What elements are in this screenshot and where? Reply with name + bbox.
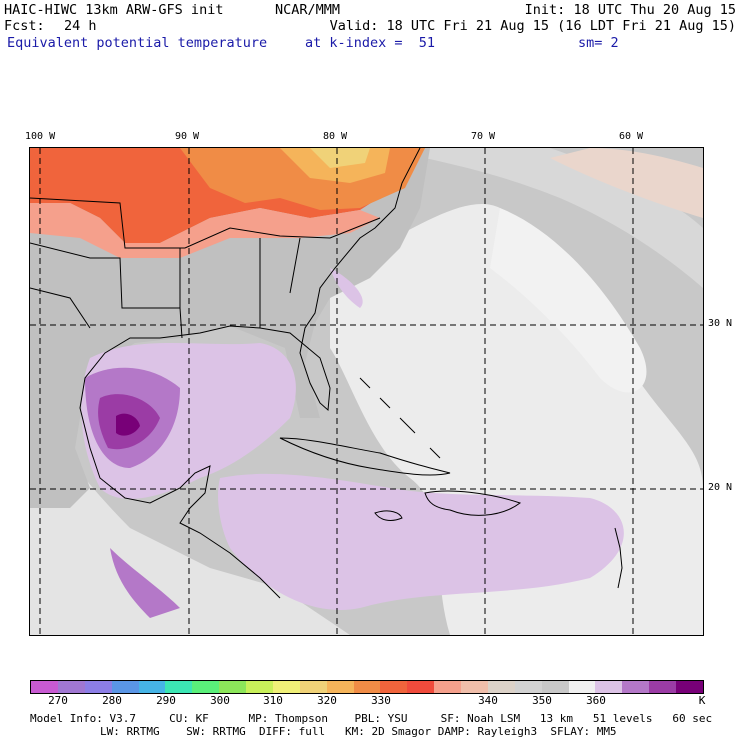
scale-label-320: 320 [317,694,337,707]
color-swatch [138,681,166,693]
color-swatch [380,681,408,693]
color-swatch [568,681,596,693]
lon-label-90w: 90 W [175,131,200,142]
init-time: Init: 18 UTC Thu 20 Aug 15 [524,2,736,18]
map-panel [29,147,704,636]
color-swatch [111,681,139,693]
scale-label-290: 290 [156,694,176,707]
color-swatch [434,681,461,693]
forecast-hour: 24 h [64,18,97,34]
color-swatch [57,681,85,693]
color-swatch [487,681,515,693]
smoothing-label: sm= 2 [578,35,619,51]
color-swatch [219,681,246,693]
color-swatch [541,681,569,693]
valid-time: Valid: 18 UTC Fri 21 Aug 15 (16 LDT Fri … [329,18,736,34]
theta-e-field [30,148,703,635]
color-swatch [299,681,327,693]
scale-label-360: 360 [586,694,606,707]
scale-unit-label: K [698,694,706,707]
lat-label-20n: 20 N [708,482,733,493]
org-label: NCAR/MMM [275,2,341,18]
level-label: at k-index = 51 [305,35,436,51]
lat-label-30n: 30 N [708,318,733,329]
field-name: Equivalent potential temperature [7,35,268,51]
scale-label-280: 280 [102,694,122,707]
color-swatch [192,681,220,693]
scale-label-310: 310 [263,694,283,707]
lon-label-70w: 70 W [471,131,496,142]
color-scale-bar [30,680,704,694]
color-swatch [246,681,273,693]
color-swatch [407,681,435,693]
color-swatch [272,681,300,693]
lon-label-100w: 100 W [25,131,56,142]
color-swatch [31,681,58,693]
color-swatch [676,681,703,693]
scale-label-300: 300 [210,694,230,707]
color-swatch [649,681,676,693]
model-title: HAIC-HIWC 13km ARW-GFS init [4,2,224,18]
color-swatch [353,681,381,693]
model-info-line1: Model Info: V3.7 CU: KF MP: Thompson PBL… [30,712,713,725]
color-swatch [514,681,542,693]
color-swatch [622,681,650,693]
color-swatch [326,681,354,693]
lon-label-60w: 60 W [619,131,644,142]
color-swatch [84,681,112,693]
model-info-line2: LW: RRTMG SW: RRTMG DIFF: full KM: 2D Sm… [100,725,617,738]
color-swatch [165,681,193,693]
color-swatch [461,681,488,693]
scale-label-350: 350 [532,694,552,707]
lon-label-80w: 80 W [323,131,348,142]
scale-label-330: 330 [371,694,391,707]
scale-label-340: 340 [478,694,498,707]
color-swatch [595,681,623,693]
scale-label-270: 270 [48,694,68,707]
forecast-label: Fcst: [4,18,45,34]
